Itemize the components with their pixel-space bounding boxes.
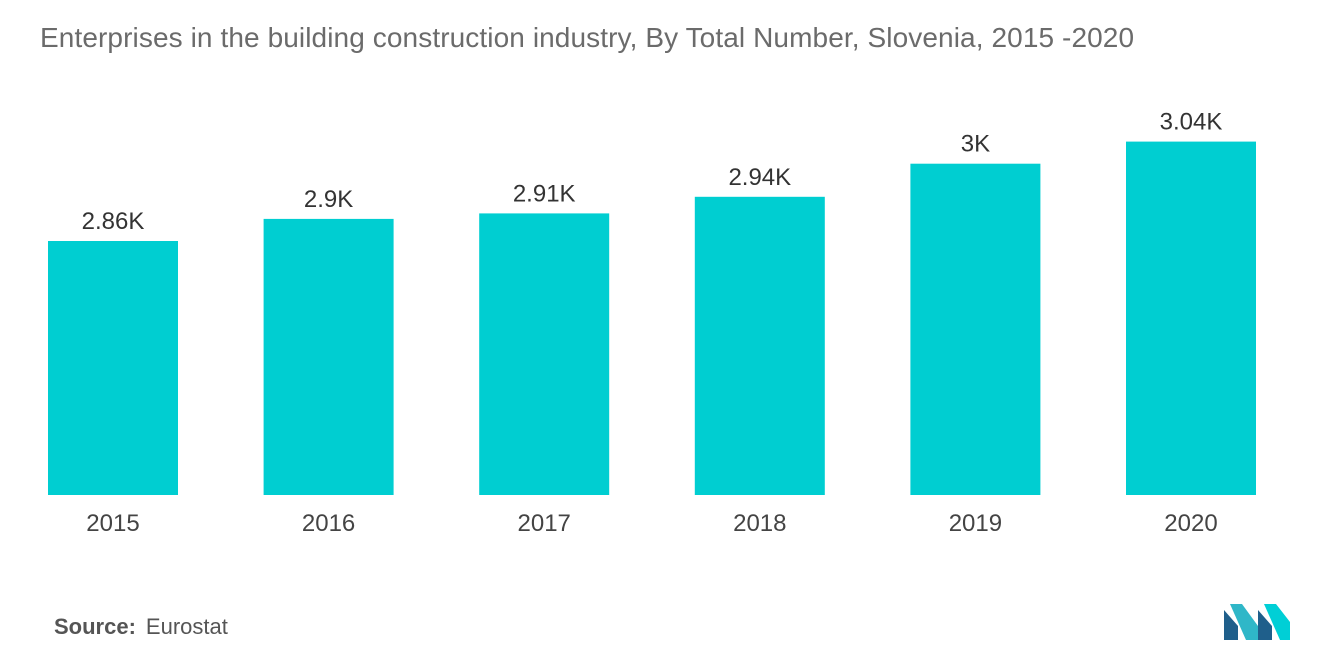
bar-2017 (479, 213, 610, 495)
source-label: Source: (54, 614, 136, 639)
data-label-2015: 2.86K (82, 208, 145, 235)
x-tick-label-2017: 2017 (518, 510, 571, 537)
x-axis-tick-labels: 2015 2016 2017 2018 2019 2020 (86, 510, 1217, 537)
bars-layer (48, 141, 1256, 496)
x-tick-label-2018: 2018 (733, 510, 786, 537)
source-value: Eurostat (145, 614, 228, 639)
x-tick-label-2019: 2019 (949, 510, 1002, 537)
x-tick-label-2015: 2015 (86, 510, 139, 537)
data-label-2017: 2.91K (513, 180, 576, 207)
bar-2020 (1126, 141, 1256, 495)
bar-2015 (48, 241, 178, 495)
data-label-2018: 2.94K (728, 164, 791, 191)
value-labels-layer: 2.86K 2.9K 2.91K 2.94K 3K 3.04K (82, 109, 1223, 235)
data-label-2016: 2.9K (304, 186, 353, 213)
chart-title: Enterprises in the building construction… (40, 22, 1135, 53)
data-label-2019: 3K (961, 131, 990, 158)
source-note: Source: Eurostat (54, 614, 228, 640)
bar-2018 (694, 196, 825, 496)
x-tick-label-2020: 2020 (1164, 510, 1217, 537)
x-tick-label-2016: 2016 (302, 510, 355, 537)
mordor-intelligence-logo-icon (1224, 604, 1290, 640)
bar-2016 (263, 218, 394, 495)
bar-2019 (910, 163, 1041, 495)
data-label-2020: 3.04K (1160, 109, 1223, 136)
